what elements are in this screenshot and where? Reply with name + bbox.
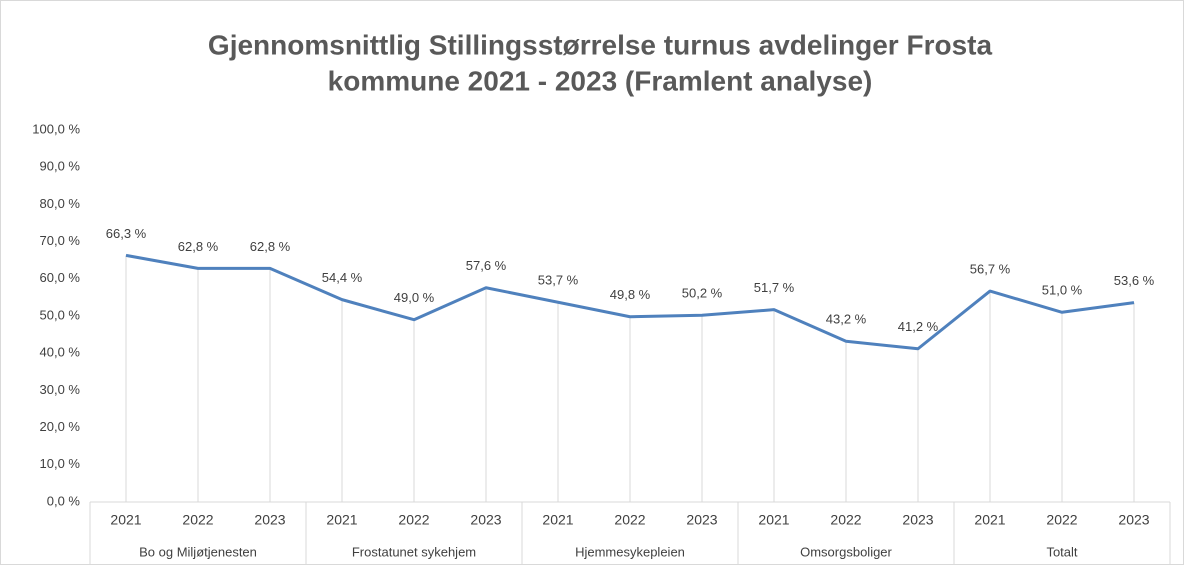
group-label: Totalt [1046, 544, 1077, 559]
x-tick-label: 2022 [1046, 512, 1077, 528]
y-tick-label: 100,0 % [32, 121, 80, 136]
x-tick-label: 2021 [110, 512, 141, 528]
x-tick-label: 2022 [182, 512, 213, 528]
y-tick-label: 70,0 % [40, 233, 81, 248]
y-tick-label: 90,0 % [40, 159, 81, 174]
chart-title: kommune 2021 - 2023 (Framlent analyse) [328, 65, 873, 96]
data-label: 53,7 % [538, 273, 579, 288]
data-label: 62,8 % [250, 239, 291, 254]
x-tick-label: 2022 [830, 512, 861, 528]
y-tick-label: 30,0 % [40, 382, 81, 397]
y-tick-label: 60,0 % [40, 270, 81, 285]
y-tick-label: 10,0 % [40, 456, 81, 471]
data-label: 49,0 % [394, 290, 435, 305]
x-tick-label: 2021 [542, 512, 573, 528]
x-tick-label: 2022 [614, 512, 645, 528]
data-label: 43,2 % [826, 312, 867, 327]
data-label: 66,3 % [106, 226, 147, 241]
x-tick-label: 2023 [470, 512, 501, 528]
x-tick-label: 2022 [398, 512, 429, 528]
data-label: 41,2 % [898, 319, 939, 334]
data-label: 49,8 % [610, 287, 651, 302]
y-tick-label: 50,0 % [40, 307, 81, 322]
y-tick-label: 40,0 % [40, 345, 81, 360]
data-label: 54,4 % [322, 270, 363, 285]
y-tick-label: 80,0 % [40, 196, 81, 211]
data-label: 62,8 % [178, 239, 219, 254]
x-tick-label: 2021 [326, 512, 357, 528]
x-tick-label: 2023 [902, 512, 933, 528]
x-tick-label: 2021 [974, 512, 1005, 528]
x-tick-label: 2023 [1118, 512, 1149, 528]
group-label: Omsorgsboliger [800, 544, 892, 559]
x-tick-label: 2021 [758, 512, 789, 528]
data-label: 50,2 % [682, 286, 723, 301]
y-tick-label: 0,0 % [47, 493, 81, 508]
data-label: 53,6 % [1114, 273, 1155, 288]
group-label: Bo og Miljøtjenesten [139, 544, 257, 559]
chart-title: Gjennomsnittlig Stillingsstørrelse turnu… [208, 29, 993, 60]
x-tick-label: 2023 [686, 512, 717, 528]
data-line [125, 253, 1135, 351]
data-label: 51,0 % [1042, 283, 1083, 298]
group-label: Frostatunet sykehjem [352, 544, 476, 559]
y-tick-label: 20,0 % [40, 419, 81, 434]
x-tick-label: 2023 [254, 512, 285, 528]
data-label: 57,6 % [466, 258, 507, 273]
data-label: 56,7 % [970, 262, 1011, 277]
group-label: Hjemmesykepleien [575, 544, 685, 559]
data-label: 51,7 % [754, 280, 795, 295]
